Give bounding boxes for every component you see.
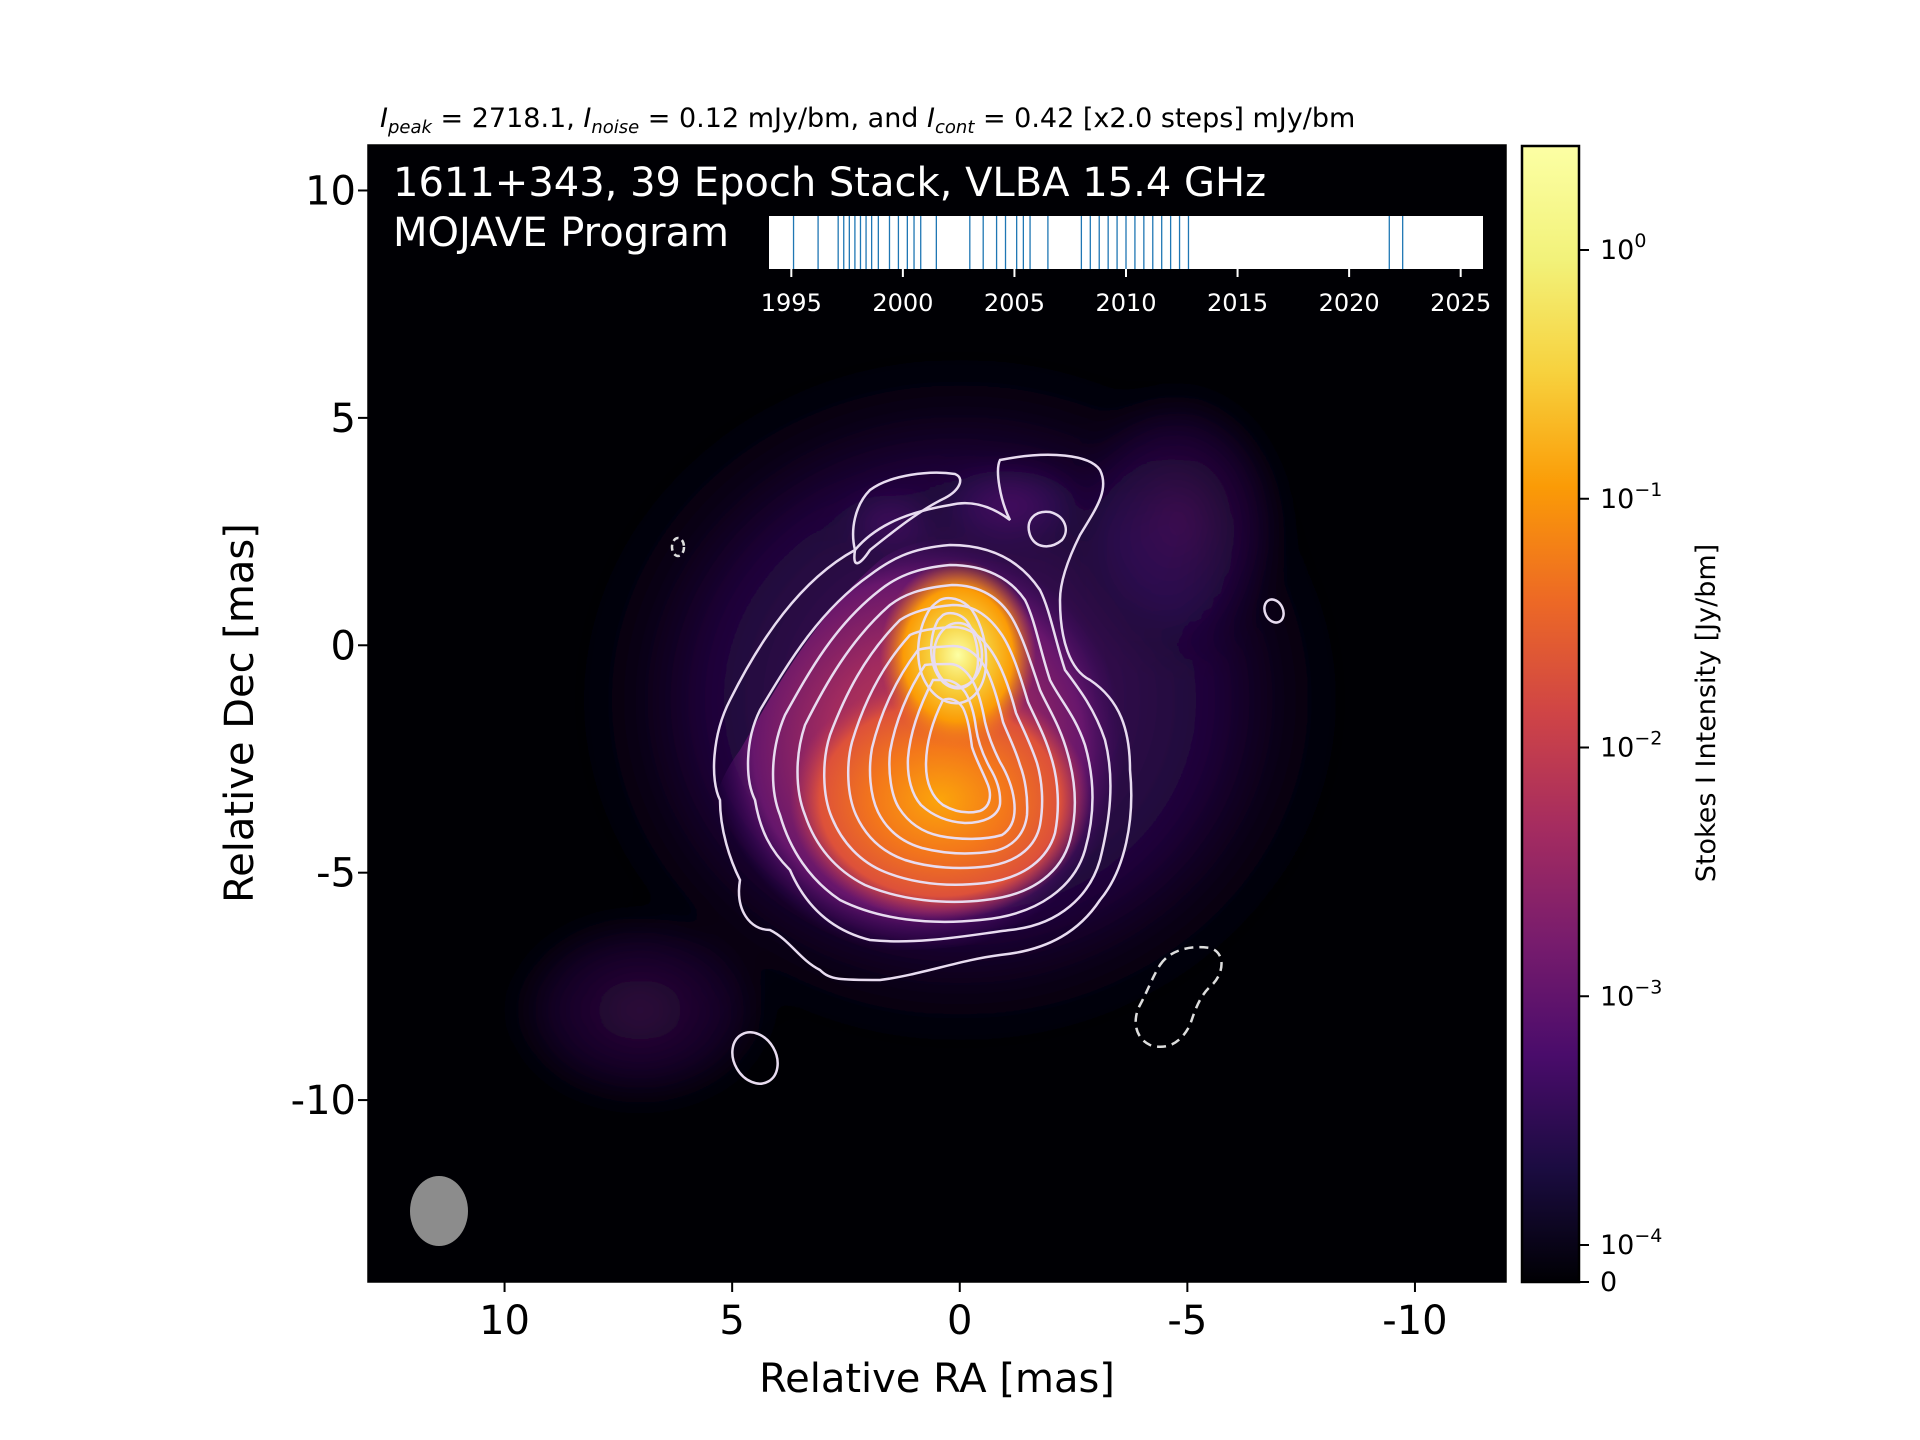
colorbar-tick-label: 10−1 — [1600, 479, 1662, 515]
y-tick-label: 5 — [331, 396, 356, 442]
x-tick-label: 0 — [947, 1298, 972, 1344]
i-noise-value: = 0.12 mJy/bm, and — [639, 103, 927, 134]
contour-northeast-blob — [1027, 510, 1067, 548]
y-tick-label: 0 — [331, 623, 356, 669]
faint-emission-3 — [490, 900, 790, 1120]
contour-5 — [823, 603, 1060, 886]
colorbar-tick-label: 100 — [1600, 230, 1646, 266]
y-axis: 10 5 0 -5 -10 — [291, 168, 368, 1124]
colorbar-tick-label: 10−2 — [1600, 728, 1662, 764]
i-cont-subscript: cont — [935, 117, 975, 138]
epoch-tick-label: 2015 — [1207, 289, 1268, 317]
faint-emission-2 — [1060, 370, 1300, 670]
colorbar-tick-label: 10−3 — [1600, 976, 1662, 1012]
colorbar: 0 10−4 10−3 10−2 10−1 100 Stokes I Intensity … — [1520, 144, 1722, 1298]
header-stats: Ipeak = 2718.1, Inoise = 0.12 mJy/bm, an… — [380, 103, 1355, 138]
y-tick-label: -5 — [316, 851, 356, 897]
epoch-tick-label: 2025 — [1430, 289, 1491, 317]
contour-island-west — [1263, 598, 1285, 624]
epoch-tick-label: 2000 — [872, 289, 933, 317]
x-tick-label: 5 — [719, 1298, 744, 1344]
contour-3 — [771, 563, 1094, 924]
image-panel: 1611+343, 39 Epoch Stack, VLBA 15.4 GHz … — [367, 144, 1507, 1283]
x-tick-label: -5 — [1167, 1298, 1207, 1344]
contour-10 — [924, 697, 992, 814]
contours — [712, 453, 1133, 982]
i-peak-subscript: peak — [387, 117, 434, 138]
epoch-axis: 1995 2000 2005 2010 2015 2020 2025 — [761, 269, 1491, 317]
x-axis-label: Relative RA [mas] — [759, 1356, 1115, 1402]
beam-ellipse — [410, 1176, 468, 1246]
overlay-title-line1: 1611+343, 39 Epoch Stack, VLBA 15.4 GHz — [393, 160, 1266, 206]
colorbar-tick-label: 0 — [1600, 1267, 1617, 1298]
i-noise-subscript: noise — [591, 117, 639, 138]
negative-contour-northeast — [670, 536, 686, 558]
i-noise-symbol: I — [583, 103, 591, 134]
epoch-tick-label: 2005 — [984, 289, 1045, 317]
colorbar-label: Stokes I Intensity [Jy/bm] — [1691, 544, 1722, 882]
epoch-tick-label: 2020 — [1319, 289, 1380, 317]
contour-core-peak — [932, 621, 984, 689]
colorbar-gradient — [1520, 144, 1581, 1284]
i-peak-value: = 2718.1, — [432, 103, 583, 134]
y-tick-label: -10 — [291, 1078, 356, 1124]
y-tick-label: 10 — [305, 168, 356, 214]
contour-2 — [746, 543, 1112, 943]
epoch-tick-label: 2010 — [1095, 289, 1156, 317]
contour-8 — [888, 662, 1016, 841]
contour-outer — [712, 453, 1133, 982]
i-cont-symbol: I — [927, 103, 935, 134]
epoch-tick-label: 1995 — [761, 289, 822, 317]
contour-island-east — [731, 1031, 779, 1085]
colorbar-tick-label: 10−4 — [1600, 1225, 1662, 1261]
overlay-title-line2: MOJAVE Program — [393, 210, 729, 256]
i-peak-symbol: I — [380, 103, 388, 134]
image-frame — [367, 144, 1507, 1283]
colorbar-ticks: 0 10−4 10−3 10−2 10−1 100 — [1579, 230, 1662, 1298]
x-tick-label: -10 — [1382, 1298, 1447, 1344]
contour-11 — [916, 596, 988, 705]
epoch-timeline: 1995 2000 2005 2010 2015 2020 2025 — [761, 216, 1491, 317]
intensity-map — [490, 320, 1380, 1120]
x-axis: 10 5 0 -5 -10 — [479, 1282, 1448, 1344]
contour-6 — [846, 625, 1044, 870]
y-axis-label: Relative Dec [mas] — [217, 523, 263, 903]
contour-9 — [906, 678, 1002, 825]
negative-contour-southwest — [1134, 946, 1223, 1049]
faint-emission-4 — [920, 455, 1100, 555]
contour-7 — [868, 644, 1029, 855]
contour-4 — [796, 583, 1077, 904]
epoch-lines — [792, 216, 1404, 269]
i-cont-value: = 0.42 [x2.0 steps] mJy/bm — [974, 103, 1355, 134]
x-tick-label: 10 — [479, 1298, 530, 1344]
contour-northern-lobe — [851, 471, 962, 565]
